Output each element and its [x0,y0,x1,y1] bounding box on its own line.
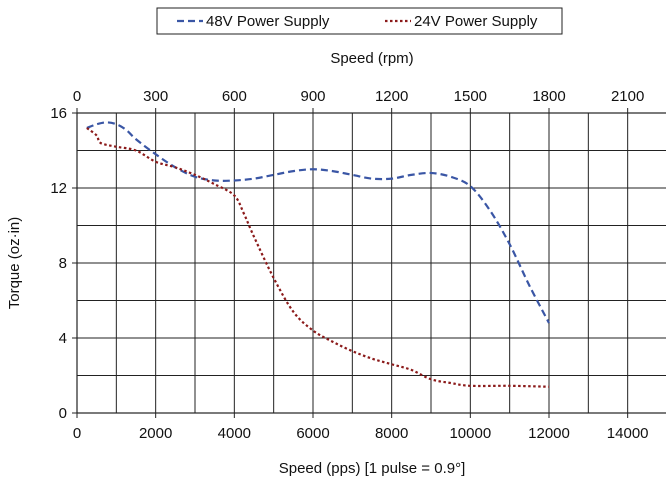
x-tick-label: 4000 [218,425,251,442]
legend-label-48v: 48V Power Supply [206,13,330,30]
top-axis-title: Speed (rpm) [330,50,413,67]
series-line-48v [86,121,550,324]
x-tick-label: 6000 [296,425,329,442]
x2-tick-label: 1500 [454,88,487,105]
x-tick-label: 8000 [375,425,408,442]
x2-tick-label: 1800 [532,88,565,105]
bottom-axis-title: Speed (pps) [1 pulse = 0.9°] [279,460,466,477]
y-tick-label: 0 [59,405,67,422]
x-tick-label: 0 [73,425,81,442]
x-tick-label: 10000 [449,425,491,442]
series-line-24v [86,127,550,388]
legend: 48V Power Supply 24V Power Supply [156,7,563,35]
x-tick-label: 12000 [528,425,570,442]
series [86,121,550,388]
legend-label-24v: 24V Power Supply [414,13,538,30]
y-tick-label: 16 [50,105,67,122]
x2-tick-label: 300 [143,88,168,105]
y-tick-label: 8 [59,255,67,272]
x2-tick-label: 1200 [375,88,408,105]
x2-tick-label: 900 [300,88,325,105]
x2-tick-label: 600 [222,88,247,105]
legend-box [156,7,563,35]
plot-frame [76,112,666,414]
y-tick-label: 4 [59,330,67,347]
x2-tick-label: 0 [73,88,81,105]
x-tick-label: 14000 [607,425,649,442]
x2-tick-label: 2100 [611,88,644,105]
x-tick-label: 2000 [139,425,172,442]
grid [77,113,666,413]
y-tick-label: 12 [50,180,67,197]
y-axis-title: Torque (oz·in) [6,217,23,310]
